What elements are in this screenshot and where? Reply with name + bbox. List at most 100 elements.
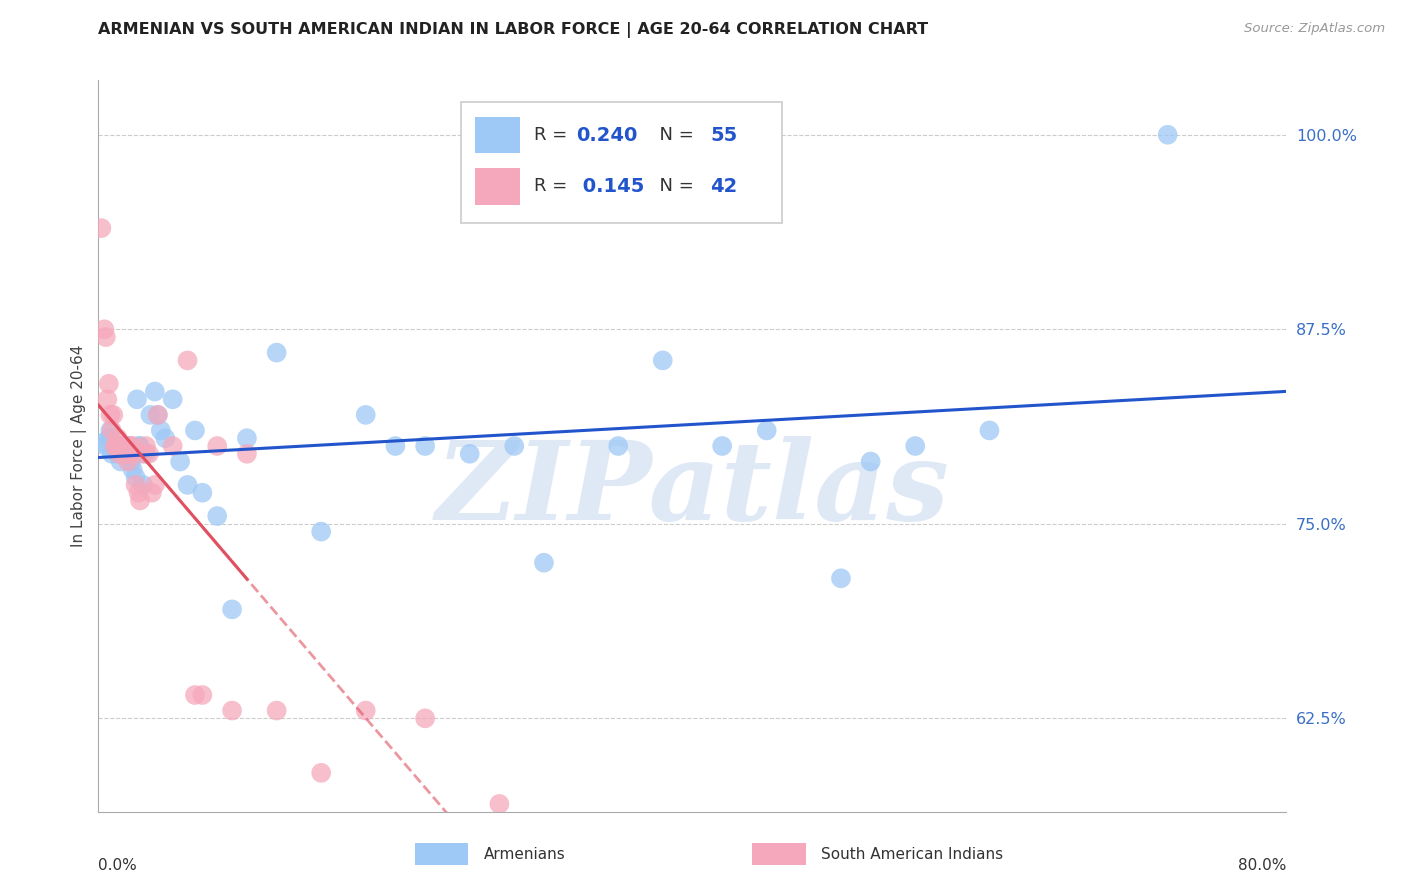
Text: 0.145: 0.145: [576, 177, 644, 196]
Point: [236, 431, 259, 445]
Point: [101, 447, 124, 461]
Point: [488, 797, 510, 811]
Point: [830, 571, 852, 585]
Point: [184, 424, 207, 438]
Point: [94, 330, 117, 344]
Point: [115, 447, 138, 461]
Point: [309, 524, 332, 539]
Point: [114, 439, 136, 453]
Point: [155, 431, 177, 445]
Point: [108, 447, 131, 461]
Point: [125, 392, 148, 407]
Point: [354, 408, 377, 422]
Point: [121, 462, 143, 476]
Text: N =: N =: [648, 126, 700, 145]
Point: [979, 424, 1001, 438]
Text: 42: 42: [710, 177, 738, 196]
Point: [162, 392, 184, 407]
Point: [458, 447, 481, 461]
Point: [124, 470, 146, 484]
Point: [105, 439, 128, 453]
Point: [132, 478, 155, 492]
Text: 55: 55: [710, 126, 738, 145]
Point: [169, 454, 191, 468]
Point: [121, 439, 143, 453]
Point: [651, 353, 673, 368]
Point: [101, 424, 124, 438]
Point: [120, 447, 142, 461]
Point: [162, 439, 184, 453]
Point: [413, 439, 436, 453]
Point: [205, 439, 228, 453]
Point: [149, 424, 172, 438]
Point: [120, 454, 142, 468]
Point: [205, 509, 228, 524]
Point: [236, 447, 259, 461]
Point: [103, 439, 125, 453]
Point: [533, 556, 555, 570]
Point: [107, 431, 129, 445]
Point: [108, 439, 131, 453]
Point: [266, 704, 288, 718]
Point: [114, 439, 136, 453]
Point: [266, 345, 288, 359]
Point: [128, 439, 150, 453]
Point: [607, 439, 630, 453]
Point: [103, 408, 125, 422]
Text: N =: N =: [648, 178, 700, 195]
Point: [107, 447, 129, 461]
Point: [1156, 128, 1178, 142]
Point: [124, 478, 146, 492]
Point: [135, 439, 157, 453]
Point: [112, 439, 135, 453]
Point: [143, 384, 166, 399]
Point: [221, 602, 243, 616]
Point: [93, 322, 115, 336]
Point: [354, 704, 377, 718]
Point: [129, 439, 152, 453]
Point: [132, 447, 155, 461]
Text: South American Indians: South American Indians: [821, 847, 1004, 862]
FancyBboxPatch shape: [461, 103, 782, 223]
Point: [111, 439, 134, 453]
Text: Source: ZipAtlas.com: Source: ZipAtlas.com: [1244, 22, 1385, 36]
Point: [309, 765, 332, 780]
Point: [129, 493, 152, 508]
Point: [115, 447, 138, 461]
Point: [146, 408, 169, 422]
Point: [96, 392, 118, 407]
Point: [146, 408, 169, 422]
Y-axis label: In Labor Force | Age 20-64: In Labor Force | Age 20-64: [72, 345, 87, 547]
Text: 80.0%: 80.0%: [1239, 858, 1286, 872]
Point: [118, 439, 141, 453]
Point: [97, 376, 120, 391]
Point: [94, 439, 117, 453]
Point: [184, 688, 207, 702]
Point: [413, 711, 436, 725]
Text: R =: R =: [534, 126, 574, 145]
Point: [98, 408, 121, 422]
Point: [711, 439, 734, 453]
Text: ZIPatlas: ZIPatlas: [436, 436, 949, 543]
Point: [128, 485, 150, 500]
FancyBboxPatch shape: [475, 168, 520, 204]
Point: [859, 454, 882, 468]
Point: [117, 454, 139, 468]
Point: [91, 436, 114, 450]
FancyBboxPatch shape: [475, 117, 520, 153]
Text: R =: R =: [534, 178, 574, 195]
Text: 0.0%: 0.0%: [98, 858, 138, 872]
Point: [138, 447, 160, 461]
Point: [104, 439, 127, 453]
Point: [105, 439, 128, 453]
Point: [904, 439, 927, 453]
Text: 0.240: 0.240: [576, 126, 637, 145]
Point: [110, 439, 132, 453]
Point: [191, 485, 214, 500]
Text: ARMENIAN VS SOUTH AMERICAN INDIAN IN LABOR FORCE | AGE 20-64 CORRELATION CHART: ARMENIAN VS SOUTH AMERICAN INDIAN IN LAB…: [98, 22, 928, 38]
Point: [135, 447, 157, 461]
Point: [139, 408, 162, 422]
Point: [191, 688, 214, 702]
Point: [97, 431, 120, 445]
Point: [104, 439, 127, 453]
